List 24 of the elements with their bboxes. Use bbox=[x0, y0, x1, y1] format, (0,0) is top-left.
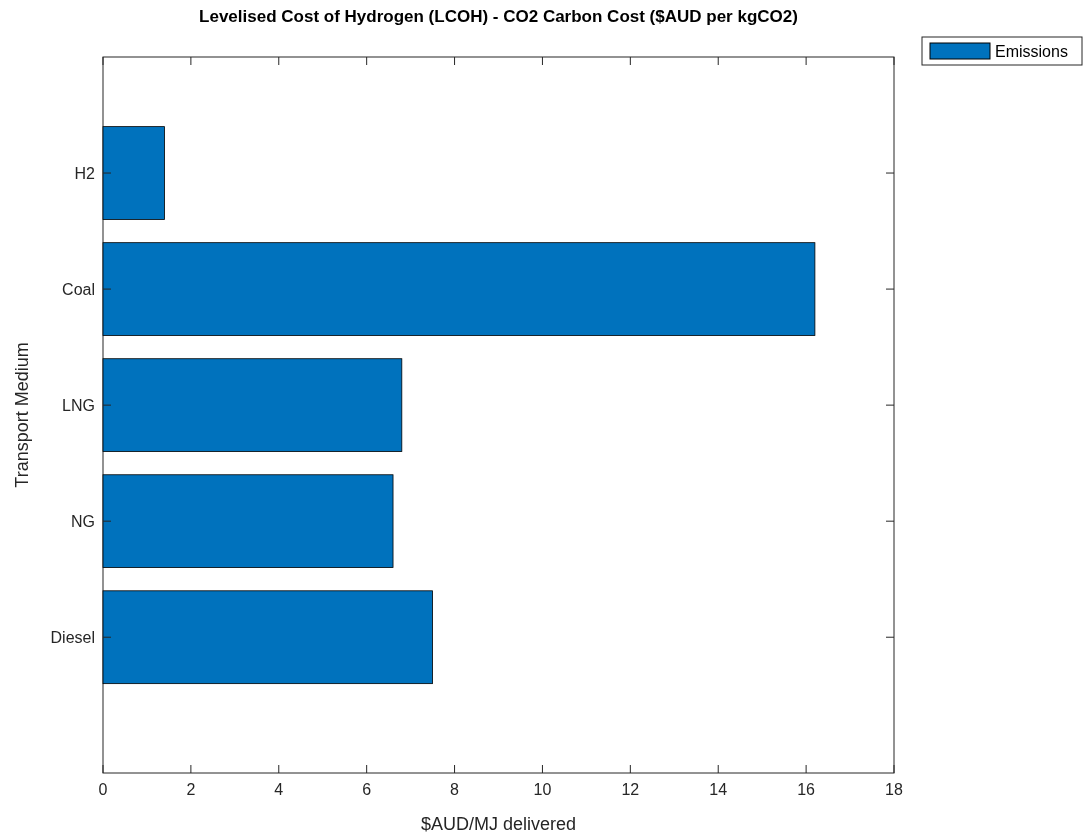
x-tick-label: 6 bbox=[362, 781, 372, 798]
chart-title: Levelised Cost of Hydrogen (LCOH) - CO2 Carbon Cost ($AUD per kgCO2) bbox=[199, 7, 798, 26]
x-tick-label: 0 bbox=[98, 781, 108, 798]
y-tick-label: Diesel bbox=[50, 629, 95, 647]
y-tick-label: NG bbox=[71, 513, 95, 531]
bar bbox=[102, 126, 165, 220]
y-tick-label: LNG bbox=[62, 397, 95, 415]
x-tick-label: 14 bbox=[709, 781, 728, 798]
x-tick-label: 8 bbox=[450, 781, 460, 798]
x-tick-label: 2 bbox=[186, 781, 196, 798]
bar bbox=[102, 474, 394, 568]
x-tick-label: 4 bbox=[274, 781, 284, 798]
x-tick-label: 16 bbox=[797, 781, 816, 798]
legend-label: Emissions bbox=[995, 43, 1068, 60]
y-axis-title: Transport Medium bbox=[12, 342, 32, 488]
x-tick-label: 18 bbox=[885, 781, 903, 798]
bar bbox=[102, 358, 403, 452]
y-tick-label: H2 bbox=[74, 165, 96, 183]
x-tick-label: 12 bbox=[621, 781, 640, 798]
x-axis-title: $AUD/MJ delivered bbox=[420, 814, 577, 834]
bar bbox=[102, 590, 433, 685]
x-tick-label: 10 bbox=[533, 781, 552, 798]
y-tick-label: Coal bbox=[62, 281, 95, 299]
bar bbox=[102, 242, 816, 336]
